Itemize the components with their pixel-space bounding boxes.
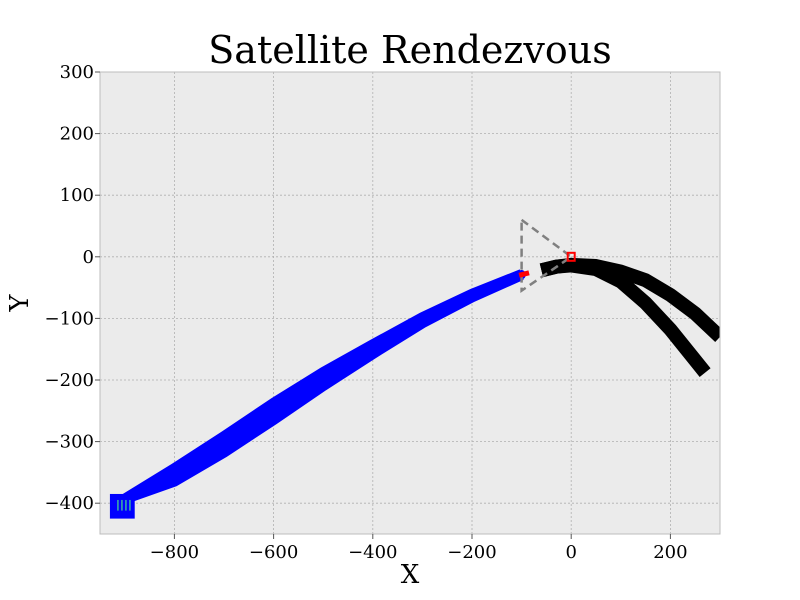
y-tick-label: 200: [60, 124, 94, 145]
x-tick-label: −600: [249, 542, 298, 563]
y-axis-label: Y: [5, 294, 35, 313]
x-axis-label: X: [401, 560, 420, 590]
approach-corridor: [520, 218, 574, 294]
y-tick-label: −200: [45, 370, 94, 391]
entry-marker: [518, 270, 530, 278]
x-tick-label: 0: [565, 542, 576, 563]
y-tick-label: 100: [60, 185, 94, 206]
x-tick-label: −800: [150, 542, 199, 563]
y-tick-label: −300: [45, 432, 94, 453]
y-tick-label: −100: [45, 308, 94, 329]
approach-trajectory: [120, 270, 524, 505]
x-tick-label: −400: [348, 542, 397, 563]
passive-trajectory: [539, 258, 711, 377]
chart-title: Satellite Rendezvous: [208, 28, 611, 72]
plot-area: −800 −600 −400 −200 0 200 −400 −300 −200 −100 0 100…: [45, 62, 721, 563]
y-tick-label: 0: [83, 247, 94, 268]
x-tick-label: −200: [447, 542, 496, 563]
data-layer: [109, 218, 720, 519]
y-tick-label: −400: [45, 493, 94, 514]
plot-frame: [99, 71, 721, 535]
y-tick-label: 300: [60, 62, 94, 83]
x-tick-label: 200: [653, 542, 687, 563]
target-marker: [566, 251, 576, 262]
